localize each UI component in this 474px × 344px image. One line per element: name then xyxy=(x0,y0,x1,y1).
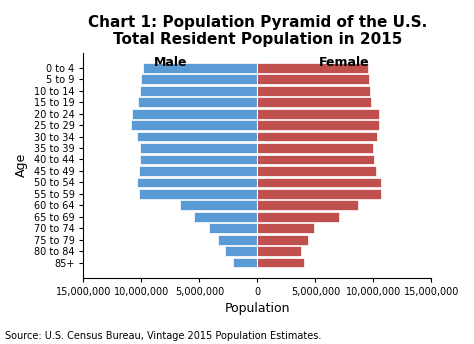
Bar xyxy=(138,97,257,107)
Bar xyxy=(137,132,257,141)
Bar xyxy=(257,63,367,73)
Bar xyxy=(257,246,301,256)
Bar xyxy=(257,223,314,233)
Bar xyxy=(257,143,374,153)
Bar xyxy=(257,109,379,119)
Bar xyxy=(257,132,377,141)
Text: Male: Male xyxy=(154,56,187,68)
Bar xyxy=(131,120,257,130)
Text: Source: U.S. Census Bureau, Vintage 2015 Population Estimates.: Source: U.S. Census Bureau, Vintage 2015… xyxy=(5,331,321,341)
Title: Chart 1: Population Pyramid of the U.S.
Total Resident Population in 2015: Chart 1: Population Pyramid of the U.S. … xyxy=(88,15,427,47)
Y-axis label: Age: Age xyxy=(15,153,28,177)
Bar xyxy=(209,223,257,233)
Bar xyxy=(233,258,257,267)
Bar xyxy=(257,166,376,176)
Bar xyxy=(139,189,257,199)
Bar xyxy=(140,154,257,164)
Bar xyxy=(180,201,257,210)
Bar xyxy=(257,74,369,84)
X-axis label: Population: Population xyxy=(225,302,290,315)
Bar xyxy=(257,189,382,199)
Bar xyxy=(257,86,370,96)
Bar xyxy=(139,166,257,176)
Bar xyxy=(257,258,304,267)
Bar xyxy=(257,154,374,164)
Bar xyxy=(218,235,257,245)
Bar xyxy=(257,201,358,210)
Bar xyxy=(225,246,257,256)
Bar xyxy=(257,212,338,222)
Bar xyxy=(141,74,257,84)
Bar xyxy=(140,143,257,153)
Bar xyxy=(132,109,257,119)
Bar xyxy=(257,178,382,187)
Bar xyxy=(143,63,257,73)
Bar xyxy=(257,120,379,130)
Bar xyxy=(257,97,371,107)
Bar xyxy=(257,235,309,245)
Bar xyxy=(140,86,257,96)
Bar xyxy=(137,178,257,187)
Bar xyxy=(193,212,257,222)
Text: Female: Female xyxy=(319,56,370,68)
